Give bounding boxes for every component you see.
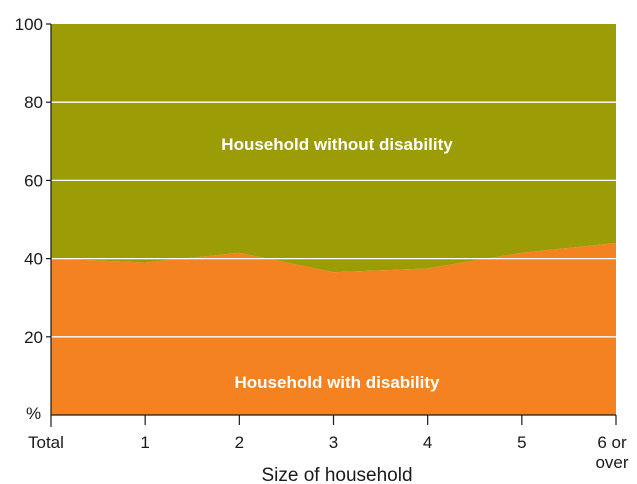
- x-tick-label-line: 3: [329, 433, 338, 452]
- x-tick-label-line: 2: [235, 433, 244, 452]
- x-tick-label: 2: [235, 433, 244, 452]
- area-household-without-disability: [51, 24, 616, 273]
- y-unit-label: %: [26, 404, 41, 423]
- x-tick-label-line: 6 or: [597, 433, 627, 452]
- y-tick-label-100: 100: [15, 15, 43, 34]
- x-axis-title: Size of household: [261, 465, 412, 484]
- series-label-with-disability: Household with disability: [235, 373, 441, 392]
- x-tick-label: 5: [517, 433, 526, 452]
- x-tick-label: 6 or over: [595, 433, 628, 472]
- x-tick-label: 1: [140, 433, 149, 452]
- y-tick-labels: 20 40 60 80 100: [15, 15, 43, 347]
- y-tick-label-80: 80: [24, 93, 43, 112]
- x-tick-label: Total: [28, 433, 64, 452]
- x-tick-label-line: 1: [140, 433, 149, 452]
- gridlines: [51, 101, 616, 338]
- areas-layer: [51, 24, 616, 415]
- x-tick-label-line: 5: [517, 433, 526, 452]
- x-tick-label-line: 4: [423, 433, 432, 452]
- area-household-with-disability: [51, 242, 616, 415]
- axes: [46, 23, 617, 427]
- x-tick-label: 3: [329, 433, 338, 452]
- x-tick-label-line: over: [595, 453, 628, 472]
- y-tick-label-40: 40: [24, 250, 43, 269]
- y-tick-label-20: 20: [24, 328, 43, 347]
- x-tick-label: 4: [423, 433, 432, 452]
- x-tick-labels: Total 1 2 3 4 5 6 or over: [28, 433, 629, 472]
- series-label-without-disability: Household without disability: [221, 135, 453, 154]
- x-tick-label-line: Total: [28, 433, 64, 452]
- y-tick-label-60: 60: [24, 171, 43, 190]
